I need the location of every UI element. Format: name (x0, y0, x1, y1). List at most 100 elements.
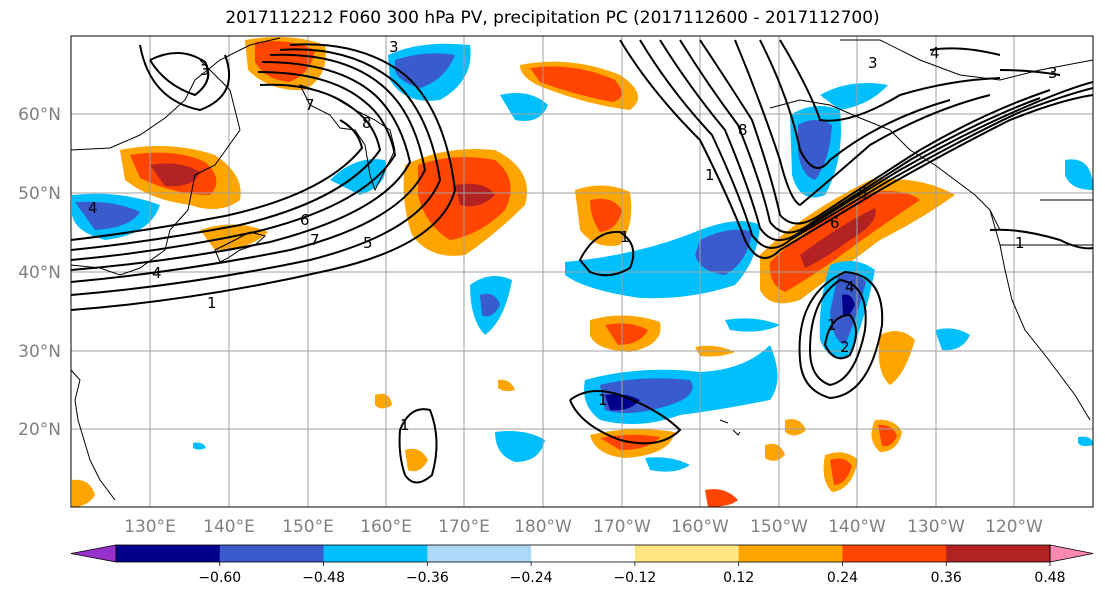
shade-blob (785, 419, 806, 436)
lon-label: 120°W (985, 517, 1043, 537)
colorbar-segment (634, 545, 740, 562)
lon-label: 130°W (907, 517, 965, 537)
colorbar-tick-label: 0.24 (827, 570, 858, 586)
coastline-alaska (769, 39, 1093, 231)
shade-blob (935, 328, 970, 351)
shade-blob (330, 159, 386, 195)
colorbar-tick-label: −0.36 (406, 570, 449, 586)
colorbar-tick-label: −0.24 (510, 570, 553, 586)
colorbar-tick-label: −0.12 (613, 570, 656, 586)
contour-label: 1 (598, 391, 608, 409)
shade-blob (405, 448, 428, 472)
pv-contour (699, 39, 1051, 225)
pv-contour (824, 313, 857, 360)
lon-label: 130°E (124, 517, 176, 537)
contour-label: 3 (389, 38, 399, 56)
contour-label: 5 (858, 184, 868, 202)
colorbar-segment (531, 545, 636, 562)
colorbar-extend-max (1049, 544, 1094, 563)
pv-contour (139, 44, 230, 112)
colorbar-segment (427, 545, 532, 562)
coastline-china (71, 369, 116, 501)
colorbar: −0.60 −0.48 −0.36 −0.24 −0.12 0.12 0.24 0.36 0.4… (70, 544, 1094, 586)
contour-label: 7 (305, 96, 315, 114)
colorbar-segment (323, 545, 428, 562)
gridlines (71, 36, 1093, 507)
contour-label: 6 (830, 214, 840, 232)
pv-contour (779, 39, 1001, 122)
colorbar-tick-label: −0.48 (302, 570, 345, 586)
shade-blob (375, 393, 392, 409)
contour-label: 2 (840, 338, 850, 356)
contour-label: 1 (400, 416, 410, 434)
shade-blob (878, 424, 897, 447)
contour-label: 3 (1048, 64, 1058, 82)
contour-label: 4 (88, 199, 98, 217)
contour-label: 3 (868, 54, 878, 72)
pv-contour (578, 230, 635, 277)
contour-label: 4 (152, 264, 162, 282)
shade-blob (878, 331, 915, 385)
lon-label: 160°W (671, 517, 729, 537)
shade-blob (498, 379, 515, 392)
pv-contour (639, 39, 1093, 249)
contour-label: 1 (705, 166, 715, 184)
shade-blob (150, 163, 200, 187)
contour-label: 4 (845, 278, 855, 296)
pv-contour (734, 39, 991, 207)
lat-label: 30°N (18, 342, 61, 362)
lat-label: 50°N (18, 184, 61, 204)
shade-blob (1078, 436, 1093, 447)
shade-blob (530, 66, 622, 102)
map-title: 2017112212 F060 300 hPa PV, precipitatio… (225, 8, 880, 28)
shade-blob (820, 82, 888, 110)
lon-label: 140°E (203, 517, 255, 537)
contour-label: 8 (738, 121, 748, 139)
pv-contour (989, 228, 1093, 250)
lon-label: 150°E (282, 517, 334, 537)
lon-label: 170°W (593, 517, 651, 537)
shade-blob (695, 229, 752, 275)
shade-blob (605, 323, 648, 345)
contour-label: 7 (310, 231, 320, 249)
coastline-westcoast (989, 199, 1093, 421)
pv-contours (71, 39, 1093, 484)
shade-blob (75, 201, 140, 230)
contour-label: 1 (1015, 234, 1025, 252)
lat-labels: 60°N 50°N 40°N 30°N 20°N (18, 105, 61, 440)
shade-blob (1065, 159, 1093, 190)
pv-contour (71, 71, 397, 261)
pv-contour (619, 39, 1093, 259)
pv-contour (149, 52, 210, 97)
shade-blob (765, 443, 785, 461)
colorbar-segment (946, 545, 1051, 562)
colorbar-segment (219, 545, 325, 562)
pv-contour (398, 408, 438, 484)
shade-blob (193, 442, 206, 450)
lon-label: 160°E (360, 517, 412, 537)
pv-contour (798, 270, 884, 400)
shade-blob (830, 458, 852, 485)
map-frame (70, 35, 1094, 508)
coastline-asia (71, 37, 281, 276)
pv-contour (71, 43, 457, 311)
lat-label: 40°N (18, 263, 61, 283)
contour-label: 1 (827, 316, 837, 334)
lat-label: 20°N (18, 420, 61, 440)
pv-contour (569, 390, 682, 445)
pv-contour (999, 69, 1061, 76)
lon-label: 150°W (750, 517, 808, 537)
shade-blob (72, 479, 95, 507)
contour-label: 1 (620, 228, 630, 246)
shade-blob (705, 489, 738, 507)
pv-contour (71, 53, 427, 283)
shade-blob (645, 457, 690, 472)
contour-label: 1 (207, 294, 217, 312)
colorbar-extend-min (70, 544, 117, 563)
contour-label: 3 (200, 61, 210, 79)
pv-contour (659, 39, 1093, 241)
contour-labels: 4 3 4 3 1 3 1 8 7 6 5 4 1 7 8 1 5 6 4 2 (88, 38, 1058, 434)
colorbar-segment (842, 545, 947, 562)
pv-contour (679, 39, 1041, 234)
